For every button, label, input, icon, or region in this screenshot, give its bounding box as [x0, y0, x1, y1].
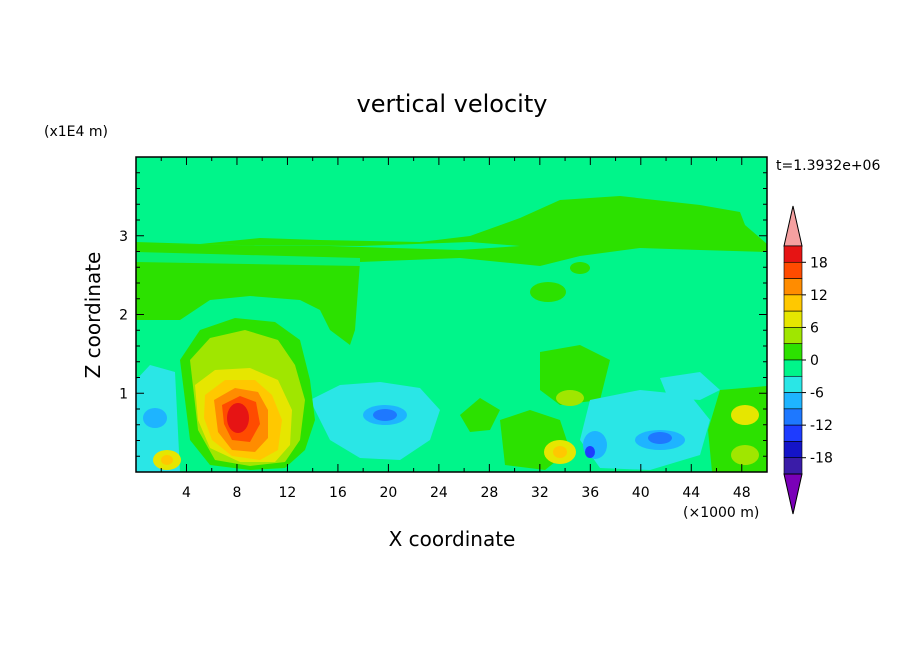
colorbar-swatch	[783, 278, 803, 296]
time-label: t=1.3932e+06	[776, 158, 880, 174]
x-tick-label: 32	[531, 485, 549, 501]
x-tick-label: 28	[480, 485, 498, 501]
contour-field	[136, 157, 767, 472]
y-unit-label: (x1E4 m)	[44, 124, 108, 140]
colorbar-label: -6	[810, 386, 824, 402]
colorbar-swatch	[783, 245, 803, 263]
colorbar-label: -18	[810, 451, 833, 467]
x-unit-label: (×1000 m)	[683, 505, 759, 521]
colorbar-swatch	[783, 441, 803, 459]
colorbar: 18 12 6 0 -6 -12 -18	[783, 205, 833, 515]
x-tick-label: 4	[182, 485, 191, 501]
x-tick-label: 20	[379, 485, 397, 501]
x-tick-label: 36	[581, 485, 599, 501]
colorbar-swatch	[783, 261, 803, 279]
colorbar-swatch	[783, 310, 803, 328]
colorbar-label: 18	[810, 255, 828, 271]
colorbar-swatch	[783, 375, 803, 393]
y-axis-label: Z coordinate	[81, 252, 105, 379]
colorbar-swatch	[783, 392, 803, 410]
x-tick-label: 48	[733, 485, 751, 501]
x-axis-label: X coordinate	[389, 527, 516, 551]
colorbar-swatch	[783, 359, 803, 377]
chart-title: vertical velocity	[357, 90, 548, 118]
colorbar-min-arrow	[783, 473, 803, 515]
colorbar-label: 12	[810, 288, 828, 304]
x-tick-label: 24	[430, 485, 448, 501]
y-tick-label: 1	[119, 386, 128, 402]
x-tick-label: 44	[682, 485, 700, 501]
colorbar-swatch	[783, 343, 803, 361]
colorbar-swatch	[783, 327, 803, 345]
colorbar-label: 6	[810, 320, 819, 336]
x-tick-label: 12	[279, 485, 297, 501]
y-tick-label: 3	[119, 229, 128, 245]
colorbar-swatch	[783, 457, 803, 475]
colorbar-swatch	[783, 424, 803, 442]
colorbar-swatch	[783, 294, 803, 312]
x-tick-label: 16	[329, 485, 347, 501]
x-tick-label: 40	[632, 485, 650, 501]
x-tick-label: 8	[232, 485, 241, 501]
y-tick-label: 2	[119, 308, 128, 324]
colorbar-label: -12	[810, 418, 833, 434]
colorbar-swatch	[783, 408, 803, 426]
colorbar-max-arrow	[783, 205, 803, 247]
colorbar-label: 0	[810, 353, 819, 369]
